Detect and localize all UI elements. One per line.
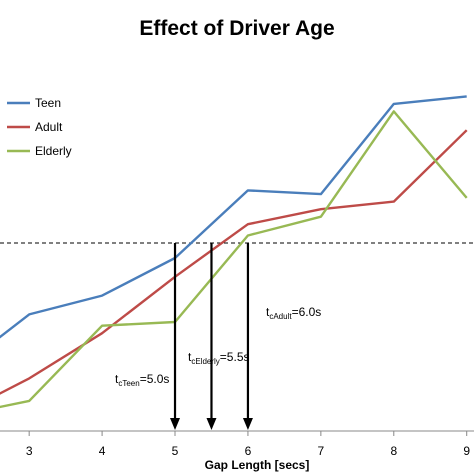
x-tick-label: 3 <box>26 444 33 458</box>
legend-label-teen: Teen <box>35 96 61 110</box>
threshold-annotation: tcElderly=5.5s <box>188 350 250 366</box>
x-tick-label: 9 <box>463 444 470 458</box>
x-tick-label: 5 <box>172 444 179 458</box>
series-line-teen <box>0 95 467 339</box>
x-tick-label: 6 <box>245 444 252 458</box>
arrow-head <box>206 418 217 430</box>
chart-title: Effect of Driver Age <box>139 17 334 40</box>
arrow-head <box>242 418 253 430</box>
threshold-annotation: tcTeen=5.0s <box>115 372 169 388</box>
x-tick-label: 4 <box>99 444 106 458</box>
series-line-adult <box>0 129 468 395</box>
threshold-annotation: tcAdult=6.0s <box>266 305 321 321</box>
x-axis-label: Gap Length [secs] <box>205 458 310 472</box>
x-tick-label: 8 <box>390 444 397 458</box>
legend-label-elderly: Elderly <box>35 144 72 158</box>
legend-label-adult: Adult <box>35 120 63 134</box>
arrow-head <box>170 418 181 430</box>
x-tick-label: 7 <box>318 444 325 458</box>
